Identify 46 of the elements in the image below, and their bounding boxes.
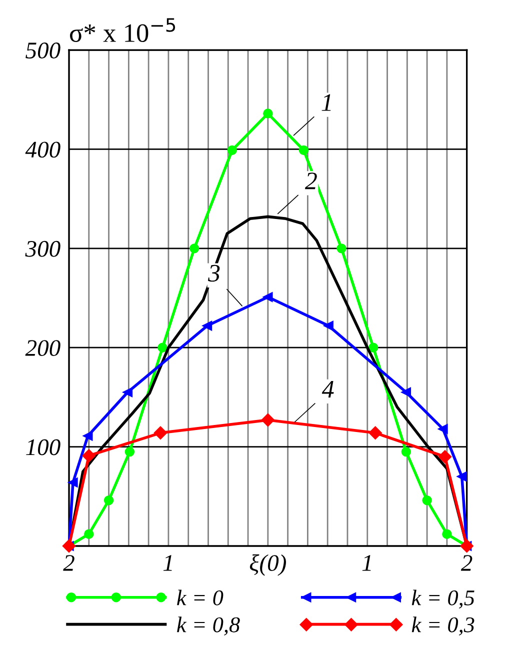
point	[261, 413, 274, 427]
x-tick-label: 1	[163, 555, 172, 571]
point	[202, 320, 212, 331]
legend-label: k = 0	[177, 590, 224, 606]
y-tick-label: 500	[26, 42, 60, 58]
annotation: 2	[304, 172, 317, 190]
point	[401, 387, 412, 398]
y-tick-label: 300	[25, 240, 60, 257]
point	[324, 320, 334, 331]
point	[442, 529, 452, 539]
point	[298, 145, 309, 156]
point	[227, 145, 237, 156]
point	[368, 342, 378, 352]
y-tick-label: 100	[26, 439, 60, 456]
x-tick-label: ξ(0)	[250, 554, 286, 576]
point	[84, 529, 94, 539]
point	[336, 244, 346, 254]
point	[368, 426, 382, 440]
y-tick-label: 400	[25, 142, 60, 158]
point	[154, 426, 168, 440]
point	[263, 292, 273, 302]
legend-label: k = 0,8	[177, 616, 240, 636]
legend-label: k = 0,5	[412, 590, 474, 609]
y-tick-label: 200	[25, 340, 60, 356]
point	[124, 446, 135, 457]
point	[401, 446, 412, 457]
point	[456, 472, 467, 482]
x-tick-label: 1	[362, 555, 371, 571]
point	[158, 342, 168, 352]
point	[189, 244, 200, 254]
point	[104, 495, 114, 506]
point	[122, 387, 133, 398]
point	[68, 478, 78, 488]
point	[438, 424, 448, 434]
point	[422, 495, 432, 506]
point	[438, 450, 452, 464]
x-tick-label: 2	[63, 555, 74, 571]
annotation: 1	[322, 94, 331, 111]
point	[83, 431, 93, 441]
annotation: 4	[322, 381, 334, 398]
point	[263, 108, 273, 118]
y-axis-title: σ* x 10$^{−5}$	[70, 18, 176, 42]
legend-label: k = 0,3	[412, 616, 474, 636]
annotation: 3	[208, 264, 220, 282]
x-tick-label: 2	[460, 555, 472, 571]
point	[82, 449, 96, 462]
